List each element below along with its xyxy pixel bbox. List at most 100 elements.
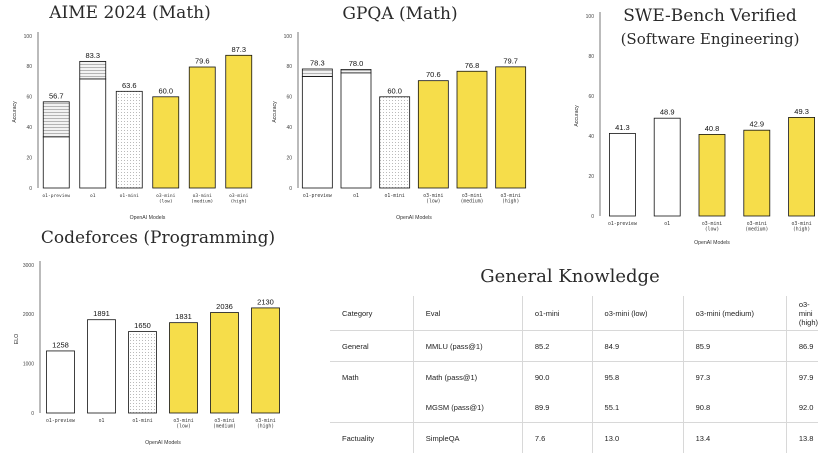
x-axis-title: OpenAI Models — [694, 240, 730, 246]
bar-value-label: 49.3 — [794, 107, 809, 116]
x-tick-label: o3-mini(low) — [156, 193, 176, 204]
bar-value-label: 60.0 — [158, 86, 173, 95]
x-tick-label-line: (low) — [159, 198, 173, 204]
eval-cell: MMLU (pass@1) — [413, 331, 522, 362]
y-tick-label: 40 — [286, 125, 292, 131]
x-tick-label-line: o1 — [353, 193, 359, 199]
value-cell: 84.9 — [592, 331, 683, 362]
x-tick-label: o3-mini(low) — [702, 221, 722, 233]
bar-value-label: 83.3 — [85, 51, 100, 60]
bar — [252, 308, 280, 413]
x-tick-label: o1-preview — [608, 221, 637, 227]
bar — [43, 137, 69, 188]
x-tick-label: o1-preview — [46, 418, 75, 424]
y-tick-label: 2000 — [23, 312, 34, 318]
x-tick-label-line: o3-mini — [791, 221, 811, 227]
bar — [88, 320, 116, 413]
y-tick-label: 100 — [284, 34, 293, 40]
y-tick-label: 80 — [588, 54, 594, 60]
y-axis-title: Accuracy — [12, 101, 18, 123]
bar-value-label: 41.3 — [615, 123, 630, 132]
value-cell: 89.9 — [522, 392, 592, 423]
category-cell: Math — [330, 362, 413, 393]
y-tick-label: 80 — [286, 64, 292, 70]
table-row: Math Math (pass@1) 90.0 95.8 97.3 97.9 — [330, 362, 818, 393]
y-tick-label: 0 — [31, 411, 34, 417]
value-cell: 7.6 — [522, 423, 592, 453]
y-tick-label: 0 — [591, 214, 594, 220]
y-tick-label: 60 — [26, 95, 32, 101]
x-tick-label: o3-mini(low) — [423, 193, 443, 205]
x-tick-label-line: o1 — [664, 221, 670, 227]
bar — [609, 133, 635, 216]
x-tick-label-line: (medium) — [213, 424, 236, 430]
bar-value-label: 56.7 — [49, 91, 64, 100]
bar — [116, 91, 142, 188]
bar-value-label: 42.9 — [749, 120, 764, 129]
bar — [789, 117, 815, 216]
bar-value-label: 1891 — [93, 309, 110, 318]
bar — [302, 77, 332, 188]
y-tick-label: 80 — [26, 64, 32, 70]
value-cell: 13.8 — [786, 423, 818, 453]
y-tick-label: 40 — [26, 125, 32, 131]
y-tick-label: 1000 — [23, 361, 34, 367]
table-row: General MMLU (pass@1) 85.2 84.9 85.9 86.… — [330, 331, 818, 362]
value-cell: 90.8 — [683, 392, 786, 423]
eval-cell: SimpleQA — [413, 423, 522, 453]
x-tick-label-line: o1-preview — [303, 193, 332, 199]
general-knowledge-table: Category Eval o1-mini o3-mini (low) o3-m… — [330, 296, 818, 453]
bar — [80, 79, 106, 188]
bar — [380, 97, 410, 188]
x-tick-label: o1-mini — [120, 193, 140, 199]
value-cell: 86.9 — [786, 331, 818, 362]
y-tick-label: 100 — [24, 34, 33, 40]
bar-extension — [302, 69, 332, 77]
codeforces-chart-title: Codeforces (Programming) — [18, 228, 298, 248]
general-knowledge-title: General Knowledge — [450, 266, 690, 287]
x-tick-label-line: o1-mini — [132, 418, 152, 424]
y-tick-label: 3000 — [23, 263, 34, 269]
bar — [744, 130, 770, 216]
column-header: o3-mini (high) — [786, 296, 818, 331]
bar-value-label: 63.6 — [122, 81, 137, 90]
bar-value-label: 78.0 — [349, 59, 364, 68]
bar — [341, 73, 371, 188]
x-tick-label: o3-mini(high) — [255, 418, 275, 430]
x-tick-label: o3-mini(medium) — [460, 193, 483, 205]
bar — [699, 134, 725, 216]
x-tick-label: o3-mini(medium) — [745, 221, 768, 233]
value-cell: 90.0 — [522, 362, 592, 393]
bar — [47, 351, 75, 413]
bar-value-label: 40.8 — [705, 124, 720, 133]
y-axis-title: Accuracy — [272, 101, 278, 123]
value-cell: 97.9 — [786, 362, 818, 393]
x-tick-label-line: (medium) — [745, 227, 768, 233]
table-header-row: Category Eval o1-mini o3-mini (low) o3-m… — [330, 296, 818, 331]
table-row: Factuality SimpleQA 7.6 13.0 13.4 13.8 — [330, 423, 818, 453]
eval-cell: MGSM (pass@1) — [413, 392, 522, 423]
x-tick-label-line: o3-mini — [255, 418, 275, 424]
codeforces-chart: 0100020003000ELO1258o1-preview1891o11650… — [0, 255, 300, 447]
y-tick-label: 60 — [588, 94, 594, 100]
bar — [153, 97, 179, 188]
bar-value-label: 48.9 — [660, 108, 675, 117]
x-tick-label-line: (high) — [793, 227, 810, 233]
bar-value-label: 1258 — [52, 340, 69, 349]
x-tick-label: o1-preview — [42, 193, 70, 199]
category-cell: Factuality — [330, 423, 413, 453]
bar — [189, 67, 215, 188]
eval-cell: Math (pass@1) — [413, 362, 522, 393]
bar-extension — [80, 61, 106, 79]
value-cell: 85.9 — [683, 331, 786, 362]
aime-chart: 020406080100Accuracy56.7o1-preview83.3o1… — [0, 0, 265, 222]
x-tick-label-line: o1-preview — [42, 193, 70, 199]
bar — [226, 55, 252, 188]
x-tick-label-line: o3-mini — [501, 193, 521, 199]
value-cell: 85.2 — [522, 331, 592, 362]
x-tick-label-line: o3-mini — [193, 193, 213, 199]
gpqa-chart: 020406080100Accuracy78.3o1-preview78.0o1… — [268, 0, 538, 222]
x-tick-label-line: o1 — [90, 193, 96, 199]
x-tick-label: o1 — [664, 221, 670, 227]
bar — [496, 67, 526, 188]
